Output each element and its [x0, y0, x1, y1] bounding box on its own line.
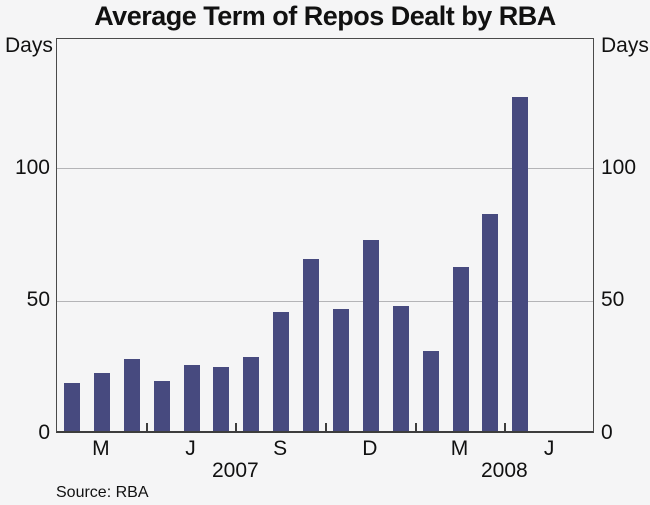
- y-tick-label-right-50: 50: [601, 288, 625, 312]
- x-tick-label-month: M: [92, 437, 110, 460]
- bar-may-2007: [153, 381, 170, 431]
- bar-mar-2008: [452, 267, 469, 431]
- bar-apr-2007: [123, 359, 140, 431]
- x-tick-label-month: J: [543, 437, 555, 460]
- bar-feb-2008: [422, 351, 439, 431]
- plot-area: [56, 38, 594, 433]
- bar-may-2008: [512, 97, 529, 431]
- x-tick-label-year-2007: 2007: [211, 459, 259, 482]
- x-tick-label-year-2008: 2008: [480, 459, 528, 482]
- x-tick-label-month: D: [362, 437, 378, 460]
- chart-title: Average Term of Repos Dealt by RBA: [94, 1, 556, 31]
- y-tick-label-left-100: 100: [14, 155, 50, 179]
- y-tick-label-right-0: 0: [601, 421, 613, 444]
- bar-jun-2007: [183, 365, 200, 431]
- gridline-50: [57, 300, 593, 302]
- bar-jan-2008: [392, 306, 409, 431]
- bar-aug-2007: [243, 357, 260, 431]
- source-note: Source: RBA: [56, 484, 149, 501]
- bar-dec-2007: [362, 240, 379, 431]
- x-axis-minor-tick: [414, 423, 417, 431]
- y-tick-label-left-50: 50: [26, 288, 50, 312]
- x-tick-label-month: S: [273, 437, 288, 460]
- bar-sep-2007: [273, 312, 290, 431]
- gridline-100: [57, 168, 593, 170]
- x-axis-minor-tick: [504, 423, 507, 431]
- x-axis-minor-tick: [235, 423, 238, 431]
- y-axis-unit-right: Days: [601, 34, 649, 57]
- bar-feb-2007: [63, 383, 80, 431]
- x-axis-minor-tick: [325, 423, 327, 431]
- x-axis-minor-tick: [145, 423, 148, 431]
- bar-nov-2007: [332, 309, 349, 431]
- y-tick-label-left-0: 0: [38, 421, 50, 444]
- y-axis-unit-left: Days: [5, 34, 53, 57]
- y-tick-label-right-100: 100: [601, 155, 637, 179]
- bar-mar-2007: [93, 373, 110, 431]
- bar-apr-2008: [482, 214, 499, 431]
- x-tick-label-month: J: [185, 437, 196, 460]
- bar-oct-2007: [303, 259, 320, 431]
- bar-jul-2007: [213, 367, 230, 431]
- x-tick-label-month: M: [450, 437, 469, 460]
